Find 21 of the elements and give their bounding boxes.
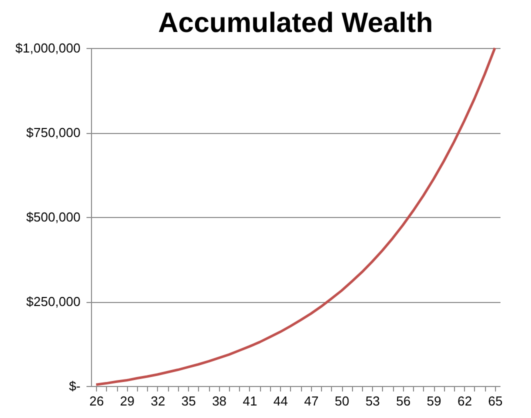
- chart-title: Accumulated Wealth: [158, 7, 433, 38]
- x-tick-label: 62: [457, 394, 472, 408]
- x-tick-label: 65: [488, 394, 503, 408]
- x-tick-label: 44: [273, 394, 288, 408]
- y-tick-label: $750,000: [26, 125, 80, 140]
- x-tick-label: 29: [120, 394, 135, 408]
- x-tick-label: 53: [365, 394, 380, 408]
- y-tick-label: $250,000: [26, 294, 80, 309]
- x-tick-label: 56: [396, 394, 411, 408]
- y-tick-label: $500,000: [26, 210, 80, 224]
- x-tick-label: 59: [426, 394, 442, 408]
- x-tick-label: 38: [212, 394, 227, 408]
- x-tick-label: 47: [304, 394, 319, 408]
- x-tick-label: 32: [150, 394, 166, 408]
- x-tick-label: 50: [334, 394, 350, 408]
- x-tick-label: 26: [89, 394, 104, 408]
- line-series: [94, 46, 496, 386]
- x-tick-label: 35: [181, 394, 196, 408]
- x-tick-label: 41: [242, 394, 258, 408]
- y-tick-label: $1,000,000: [15, 40, 80, 56]
- y-tick-label: $-: [68, 378, 80, 394]
